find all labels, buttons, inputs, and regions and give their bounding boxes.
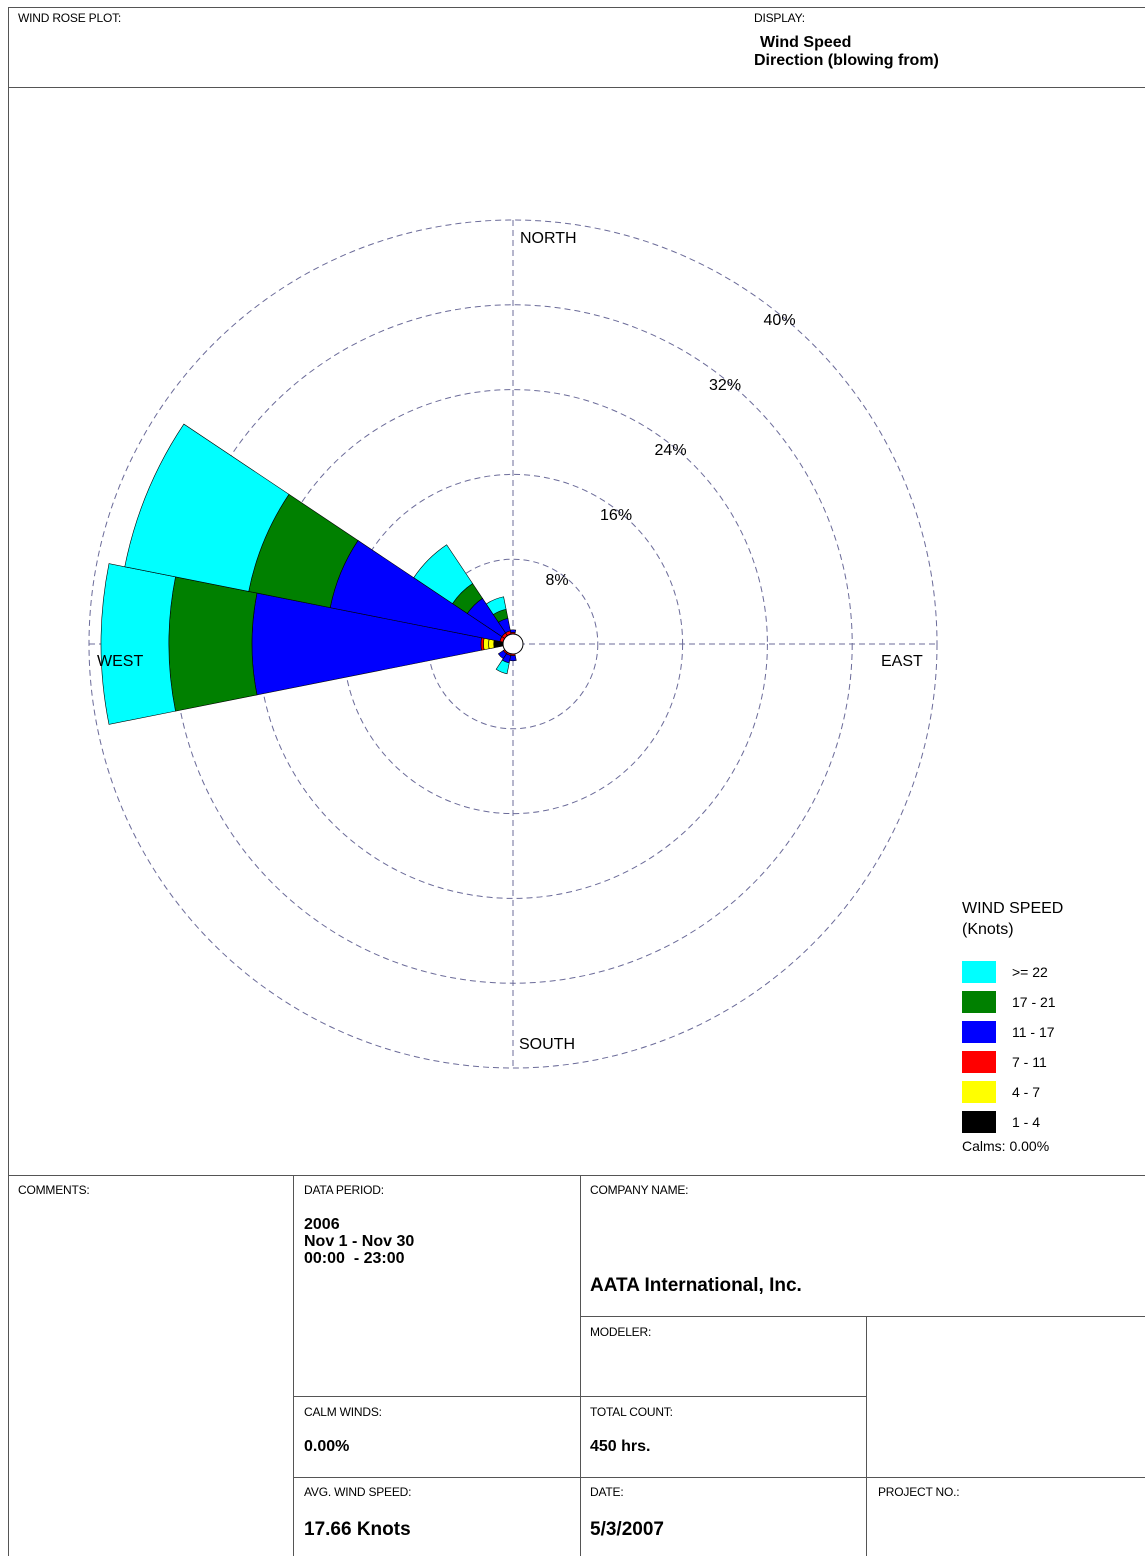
legend-swatch [962, 1081, 996, 1103]
legend-item: >= 22 [962, 957, 1056, 987]
petal-SW-bin-6 [497, 650, 507, 660]
legend-label: >= 22 [1012, 964, 1048, 980]
page-frame [8, 7, 1145, 1556]
plot-type-label: WIND ROSE PLOT: [18, 11, 122, 25]
petal-SSW-bin-8 [495, 659, 510, 675]
total-count-label: TOTAL COUNT: [590, 1405, 673, 1419]
petal-S-bin-6 [509, 655, 517, 662]
legend-swatch [962, 991, 996, 1013]
south-label: SOUTH [519, 1036, 575, 1053]
legend-swatch [962, 1051, 996, 1073]
footer-top-divider [8, 1175, 1145, 1176]
legend: WIND SPEED (Knots) [962, 898, 1063, 940]
data-period-label: DATA PERIOD: [304, 1183, 384, 1197]
legend-label: 11 - 17 [1012, 1024, 1055, 1040]
data-period-range: Nov 1 - Nov 30 [304, 1233, 415, 1250]
ring-label-group: 8% 16% 24% 32% 40% [546, 312, 796, 589]
display-line-2: Direction (blowing from) [754, 52, 939, 69]
ring-label-5: 40% [764, 312, 796, 329]
legend-label: 1 - 4 [1012, 1114, 1041, 1130]
wind-rose-chart: 8% 16% 24% 32% 40% NORTH SOUTH EAST WEST [88, 219, 938, 1069]
ring-label-2: 16% [600, 507, 632, 524]
ring-3 [258, 389, 768, 899]
calms-label: Calms: 0.00% [962, 1138, 1050, 1154]
legend-item: 4 - 7 [962, 1077, 1056, 1107]
calm-winds-value: 0.00% [304, 1438, 350, 1455]
legend-label: 17 - 21 [1012, 994, 1056, 1010]
company-label: COMPANY NAME: [590, 1183, 689, 1197]
footer-col-divider-1 [293, 1175, 294, 1556]
footer-col-divider-3 [866, 1316, 867, 1556]
legend-subtitle: (Knots) [962, 921, 1014, 938]
date-value: 5/3/2007 [590, 1519, 664, 1540]
petal-W-bin-7 [168, 576, 258, 712]
avg-wind-speed-value: 17.66 Knots [304, 1519, 411, 1540]
ring-label-3: 24% [655, 442, 687, 459]
project-no-label: PROJECT NO.: [878, 1485, 960, 1499]
modeler-label: MODELER: [590, 1325, 652, 1339]
avg-wind-speed-label: AVG. WIND SPEED: [304, 1485, 412, 1499]
data-period-year: 2006 [304, 1216, 340, 1233]
data-period-hours: 00:00 - 23:00 [304, 1250, 405, 1267]
north-label: NORTH [520, 230, 577, 247]
comments-label: COMMENTS: [18, 1183, 90, 1197]
company-value: AATA International, Inc. [590, 1275, 802, 1296]
petal-W-bin-4 [483, 637, 490, 651]
legend-swatch [962, 961, 996, 983]
legend-item: 17 - 21 [962, 987, 1056, 1017]
footer-col-divider-2 [580, 1175, 581, 1556]
petal-N-bin-6 [509, 629, 517, 633]
legend-item: 1 - 4 [962, 1107, 1056, 1137]
header-divider [8, 87, 1145, 88]
legend-item: 11 - 17 [962, 1017, 1056, 1047]
petal-WNW-bin-8 [124, 423, 290, 592]
avg-row-divider [293, 1477, 1145, 1478]
petal-W-bin-8 [100, 563, 176, 725]
legend-label: 7 - 11 [1012, 1054, 1047, 1070]
total-count-value: 450 hrs. [590, 1438, 651, 1455]
ring-label-4: 32% [709, 377, 741, 394]
legend-swatch [962, 1021, 996, 1043]
company-divider [580, 1316, 1145, 1317]
ring-label-1: 8% [546, 572, 569, 589]
calm-row-divider [293, 1396, 866, 1397]
petal-NW-bin-8 [413, 544, 473, 604]
legend-item: 7 - 11 [962, 1047, 1056, 1077]
west-label: WEST [97, 653, 143, 670]
petal-group [100, 423, 517, 725]
calm-circle [502, 633, 524, 655]
date-label: DATE: [590, 1485, 624, 1499]
display-line-1: Wind Speed [760, 34, 852, 51]
legend-title: WIND SPEED [962, 900, 1064, 917]
east-label: EAST [881, 653, 923, 670]
petal-W-bin-3 [488, 638, 495, 650]
legend-label: 4 - 7 [1012, 1084, 1041, 1100]
display-label: DISPLAY: [754, 11, 805, 25]
legend-swatch [962, 1111, 996, 1133]
legend-items: >= 22 17 - 21 11 - 17 7 - 11 4 - 7 1 - 4 [962, 957, 1056, 1137]
calm-winds-label: CALM WINDS: [304, 1405, 382, 1419]
petal-NNW-bin-8 [485, 596, 507, 615]
